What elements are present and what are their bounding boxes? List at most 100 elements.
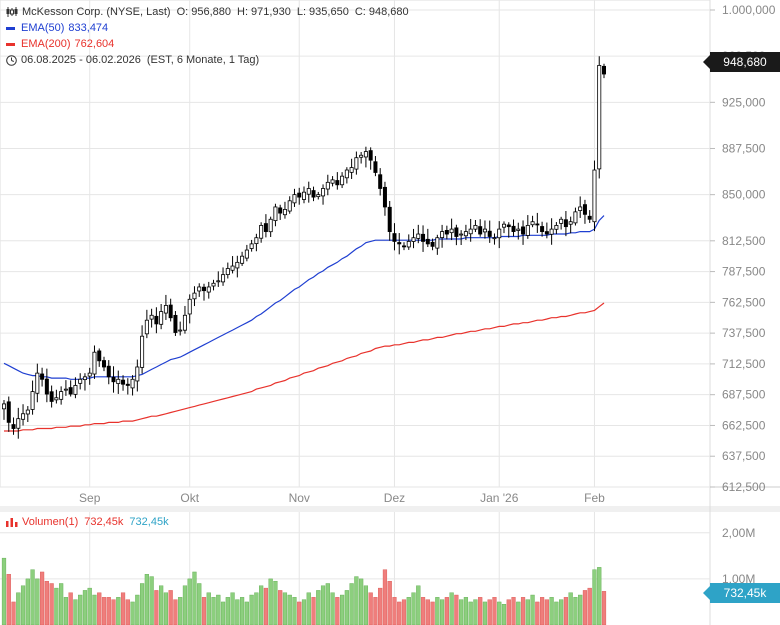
- volume-bar: [63, 597, 69, 625]
- candle: [111, 366, 116, 393]
- volume-bar: [316, 590, 321, 625]
- candle: [597, 56, 602, 179]
- volume-bar: [187, 578, 192, 625]
- candle: [578, 196, 583, 218]
- quote-header: McKesson Corp. (NYSE, Last) O: 956,880 H: …: [6, 6, 415, 18]
- volume-bar: [39, 571, 45, 625]
- price-tick-label: 1.000,000: [722, 3, 776, 17]
- candle: [559, 216, 564, 230]
- volume-bar: [382, 569, 388, 625]
- candle: [254, 233, 259, 252]
- volume-bar: [30, 569, 35, 625]
- candle: [159, 303, 164, 330]
- volume-bar: [268, 578, 273, 625]
- candle: [549, 218, 554, 245]
- volume-bar: [525, 599, 530, 625]
- ema50-swatch: [6, 26, 15, 30]
- volume-bar: [339, 594, 345, 625]
- volume-bar: [92, 594, 97, 625]
- price-tick-label: 812,500: [722, 234, 766, 248]
- candle: [535, 212, 540, 233]
- open-value: O: 956,880: [176, 6, 231, 18]
- candle: [125, 378, 130, 395]
- candle: [82, 373, 87, 391]
- candle: [297, 187, 302, 205]
- candle: [316, 191, 321, 200]
- candle: [573, 207, 578, 226]
- price-tick-label: 787,500: [722, 265, 766, 279]
- candle: [359, 152, 364, 164]
- candle: [144, 309, 149, 339]
- candle: [459, 230, 464, 245]
- candle: [211, 279, 216, 291]
- volume-bar: [182, 585, 188, 625]
- candle: [249, 239, 254, 252]
- time-axis: Sep Okt Nov Dez Jan '26 Feb: [79, 491, 605, 505]
- candle: [435, 234, 440, 255]
- volume-bar: [11, 601, 16, 625]
- volume-bar: [439, 599, 445, 625]
- volume-bar: [363, 585, 369, 625]
- candle: [216, 271, 221, 287]
- volume-bar: [68, 592, 73, 625]
- volume-value-blue: 732,45k: [129, 516, 169, 528]
- volume-bar: [73, 599, 78, 625]
- ema200-line: [4, 302, 605, 432]
- volume-bar: [259, 585, 264, 625]
- candle: [21, 404, 26, 426]
- candle: [225, 262, 230, 279]
- candle: [197, 283, 202, 297]
- candle: [544, 222, 549, 239]
- time-tick-label: Nov: [289, 491, 310, 505]
- price-tick-label: 712,500: [722, 357, 766, 371]
- candle: [2, 400, 7, 420]
- candle: [140, 325, 145, 374]
- volume-bar: [497, 601, 502, 625]
- volume-bar: [206, 592, 211, 625]
- volume-bar: [397, 601, 402, 625]
- candle: [592, 160, 597, 232]
- volume-bar: [459, 599, 464, 625]
- panel-separator: [0, 506, 780, 512]
- volume-bar: [335, 597, 340, 625]
- candle: [130, 375, 135, 396]
- candle: [63, 380, 68, 396]
- candle: [311, 186, 316, 202]
- volume-bar: [20, 585, 26, 625]
- candle: [516, 222, 521, 240]
- last-volume-badge: 732,45k: [703, 583, 780, 603]
- volume-bar: [82, 590, 88, 625]
- volume-bar: [563, 597, 569, 625]
- candle: [401, 242, 406, 251]
- price-tick-label: 737,500: [722, 326, 766, 340]
- candle: [201, 283, 206, 301]
- candle: [221, 267, 226, 286]
- candle: [416, 224, 421, 244]
- candle: [587, 210, 592, 223]
- time-tick-label: Sep: [79, 491, 101, 505]
- volume-bar: [101, 597, 107, 625]
- volume-bar: [287, 594, 292, 625]
- volume-bar: [430, 601, 435, 625]
- volume-bar: [235, 599, 240, 625]
- volume-bar: [244, 601, 249, 625]
- candle: [263, 214, 268, 238]
- candle: [154, 307, 159, 334]
- candle: [306, 181, 311, 203]
- volume-bar: [173, 599, 178, 625]
- candle: [149, 308, 154, 328]
- volume-bar: [463, 597, 469, 625]
- volume-bar: [449, 592, 454, 625]
- high-value: H: 971,930: [237, 6, 291, 18]
- volume-bar: [78, 594, 83, 625]
- candle: [187, 294, 192, 324]
- candle: [135, 359, 140, 392]
- price-tick-label: 925,000: [722, 95, 766, 109]
- candle: [325, 174, 330, 196]
- volume-bar: [573, 597, 578, 625]
- volume-bar: [597, 567, 602, 625]
- volume-bar: [468, 601, 473, 625]
- ema200-legend: EMA(200) 762,604: [6, 38, 120, 50]
